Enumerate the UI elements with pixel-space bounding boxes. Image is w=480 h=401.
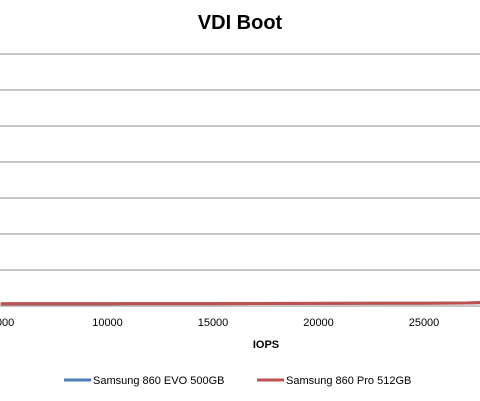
legend-label: Samsung 860 Pro 512GB bbox=[286, 375, 411, 387]
x-tick-label: 25000 bbox=[409, 317, 440, 329]
x-tick-label: 5000 bbox=[0, 317, 14, 329]
x-axis-title: IOPS bbox=[253, 339, 279, 351]
series-line-2 bbox=[0, 301, 480, 306]
x-tick-label: 20000 bbox=[303, 317, 334, 329]
x-tick-label: 15000 bbox=[198, 317, 229, 329]
legend-label: Samsung 860 EVO 500GB bbox=[93, 375, 224, 387]
chart-title: VDI Boot bbox=[197, 12, 283, 34]
x-tick-label: 10000 bbox=[92, 317, 123, 329]
